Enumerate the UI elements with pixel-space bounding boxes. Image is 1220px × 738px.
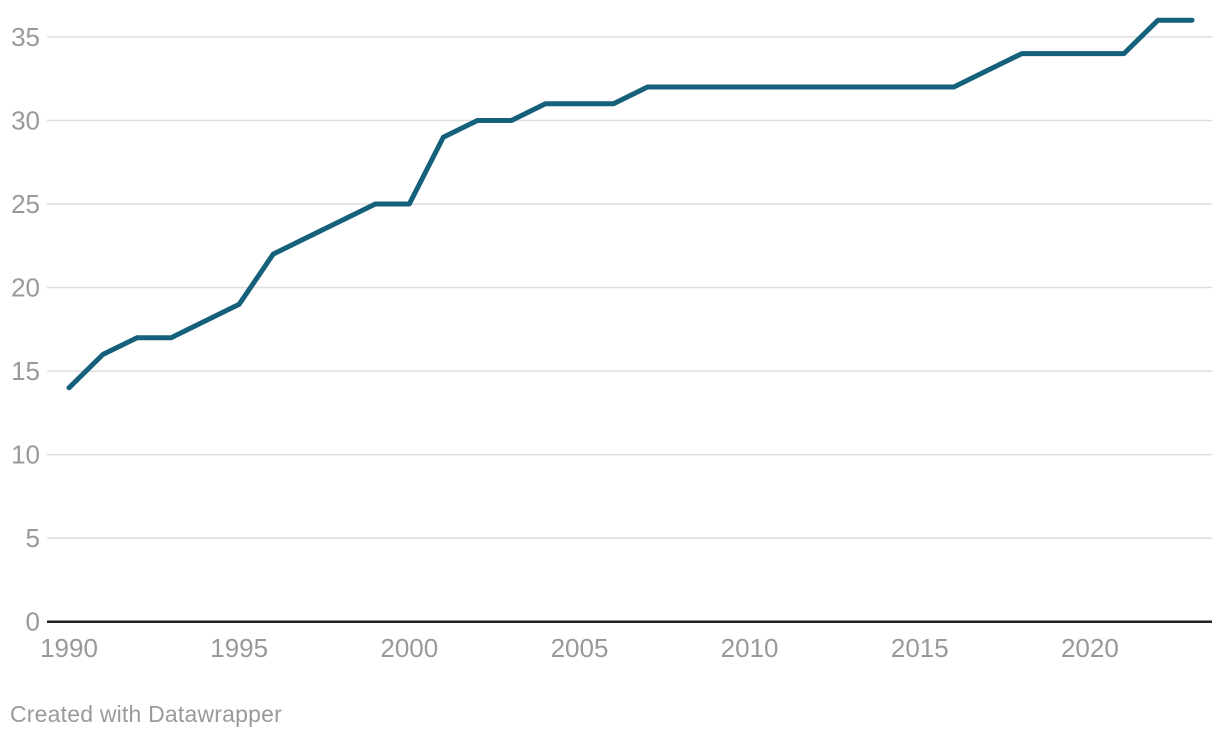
y-tick-label: 0 <box>26 607 40 637</box>
x-tick-label: 2015 <box>891 633 949 663</box>
y-tick-label: 20 <box>11 273 40 303</box>
y-tick-label: 10 <box>11 440 40 470</box>
x-tick-label: 1995 <box>210 633 268 663</box>
y-tick-label: 30 <box>11 106 40 136</box>
x-tick-label: 2020 <box>1061 633 1119 663</box>
x-tick-label: 2005 <box>551 633 609 663</box>
y-tick-label: 5 <box>26 523 40 553</box>
x-tick-label: 1990 <box>40 633 98 663</box>
y-tick-label: 35 <box>11 22 40 52</box>
data-line <box>66 17 1195 391</box>
y-tick-label: 25 <box>11 189 40 219</box>
x-tick-label: 2000 <box>380 633 438 663</box>
datawrapper-credit: Created with Datawrapper <box>10 701 282 727</box>
line-chart: 0 5 10 15 20 25 30 35 1990 1995 2000 2005 2010 2015 20… <box>11 17 1212 663</box>
x-tick-label: 2010 <box>721 633 779 663</box>
y-tick-label: 15 <box>11 356 40 386</box>
